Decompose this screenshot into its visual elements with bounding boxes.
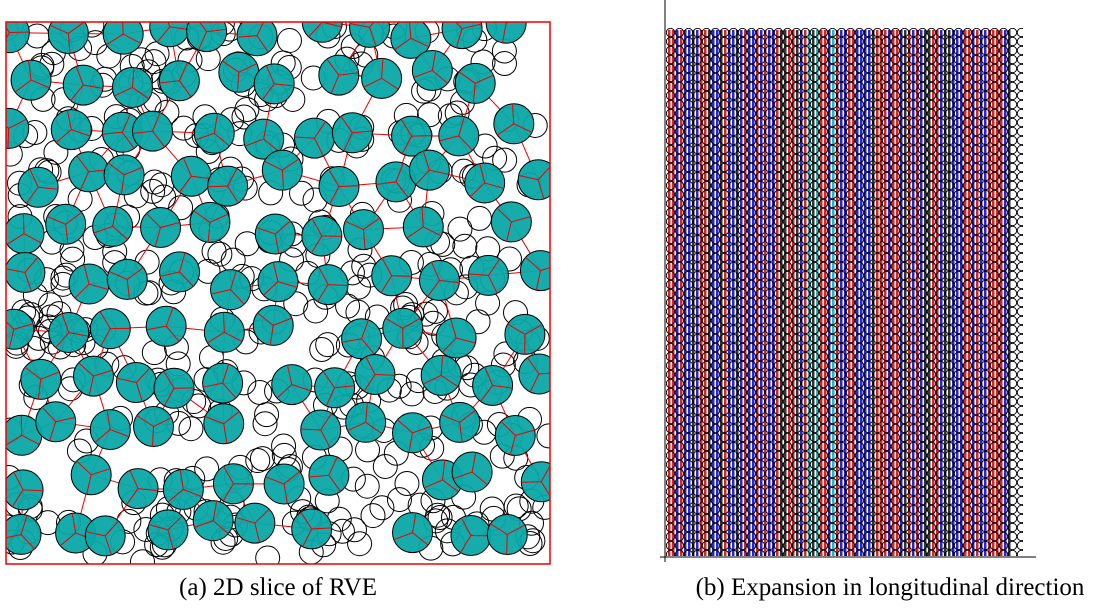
fiber-link — [316, 3, 322, 22]
fiber-link — [23, 214, 24, 234]
matrix-particle — [172, 116, 196, 140]
matrix-particle — [277, 29, 301, 53]
matrix-particle — [256, 546, 280, 570]
fibers — [0, 2, 561, 556]
matrix-particle — [250, 447, 274, 471]
matrix-particle — [246, 449, 270, 473]
matrix-particle — [400, 382, 424, 406]
matrix-particle — [448, 217, 472, 241]
fiber-link — [392, 276, 412, 277]
matrix-particle — [395, 471, 419, 495]
matrix-particle — [310, 338, 334, 362]
matrix-particle — [131, 550, 155, 570]
rve-slice — [0, 2, 561, 570]
fiber — [0, 309, 34, 349]
matrix-particle — [537, 424, 561, 448]
longitudinal-expansion — [666, 28, 1023, 556]
matrix-particle — [348, 532, 372, 556]
fiber-link — [9, 32, 29, 33]
matrix-particle — [453, 234, 477, 258]
matrix-particle — [255, 403, 279, 427]
figure: (a) 2D slice of RVE (b) Expansion in lon… — [0, 0, 1118, 609]
particle-grid — [666, 28, 1023, 556]
caption: (a) 2D slice of RVE — [179, 574, 377, 602]
caption: (b) Expansion in longitudinal direction — [696, 574, 1085, 602]
matrix-particle — [142, 170, 166, 194]
figure-art — [0, 0, 1118, 570]
fiber-link — [21, 415, 22, 435]
fiber-link — [507, 534, 508, 554]
fiber-link — [491, 10, 506, 23]
fiber — [0, 108, 29, 148]
matrix-particle — [253, 412, 277, 436]
matrix-particle — [208, 242, 232, 266]
matrix-particle — [355, 474, 379, 498]
matrix-particle — [179, 417, 203, 441]
fiber-link — [208, 186, 228, 187]
matrix-particle — [467, 206, 491, 230]
